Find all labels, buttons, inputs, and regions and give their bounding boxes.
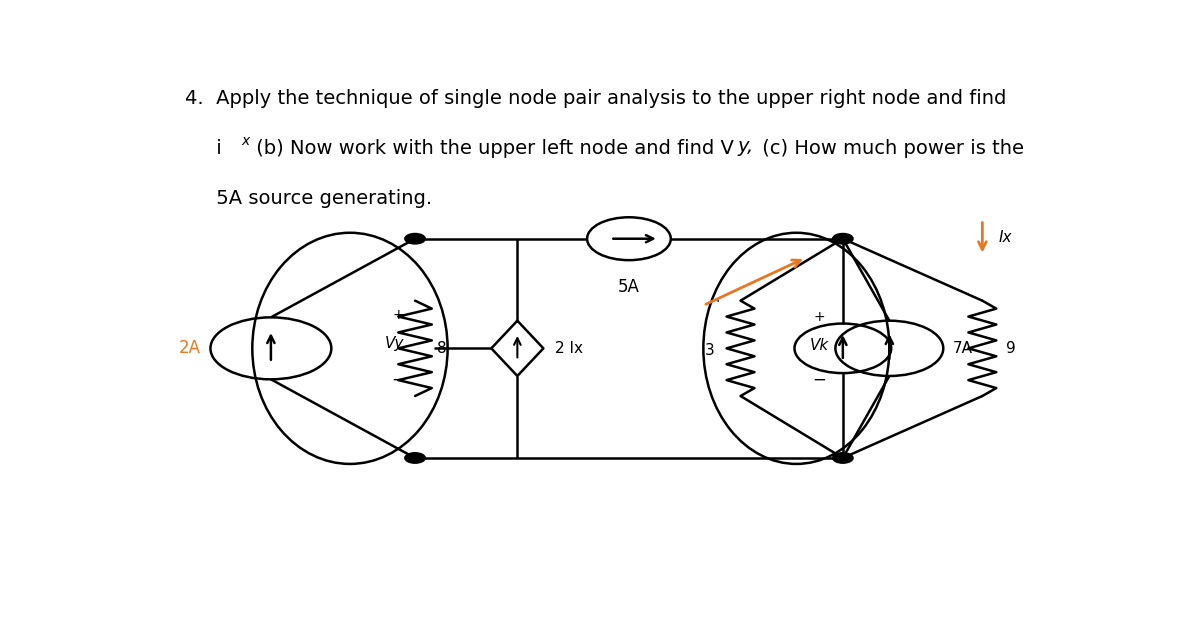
Text: 5A source generating.: 5A source generating. — [185, 189, 432, 207]
Text: Vy: Vy — [385, 336, 404, 351]
Text: y,: y, — [737, 137, 754, 156]
Text: 5A: 5A — [618, 279, 640, 297]
Text: 2 Ix: 2 Ix — [554, 341, 582, 356]
Text: Ix: Ix — [1000, 230, 1013, 245]
Text: 9: 9 — [1006, 341, 1015, 356]
Text: −: − — [391, 370, 406, 388]
Text: +: + — [814, 310, 826, 324]
Text: 2A: 2A — [179, 339, 202, 357]
Text: 3: 3 — [704, 343, 714, 358]
Circle shape — [404, 452, 425, 463]
Text: Vk: Vk — [810, 339, 829, 353]
Circle shape — [833, 452, 853, 463]
Text: +: + — [392, 308, 404, 322]
Circle shape — [404, 233, 425, 244]
Text: x: x — [241, 134, 250, 148]
Text: −: − — [812, 370, 827, 388]
Circle shape — [833, 233, 853, 244]
Text: 8: 8 — [437, 341, 446, 356]
Text: 4.  Apply the technique of single node pair analysis to the upper right node and: 4. Apply the technique of single node pa… — [185, 89, 1007, 108]
Text: ': ' — [715, 298, 720, 313]
Text: i: i — [185, 139, 222, 158]
Text: 7A: 7A — [953, 341, 972, 356]
Text: (c) How much power is the: (c) How much power is the — [756, 139, 1025, 158]
Text: (b) Now work with the upper left node and find V: (b) Now work with the upper left node an… — [251, 139, 734, 158]
